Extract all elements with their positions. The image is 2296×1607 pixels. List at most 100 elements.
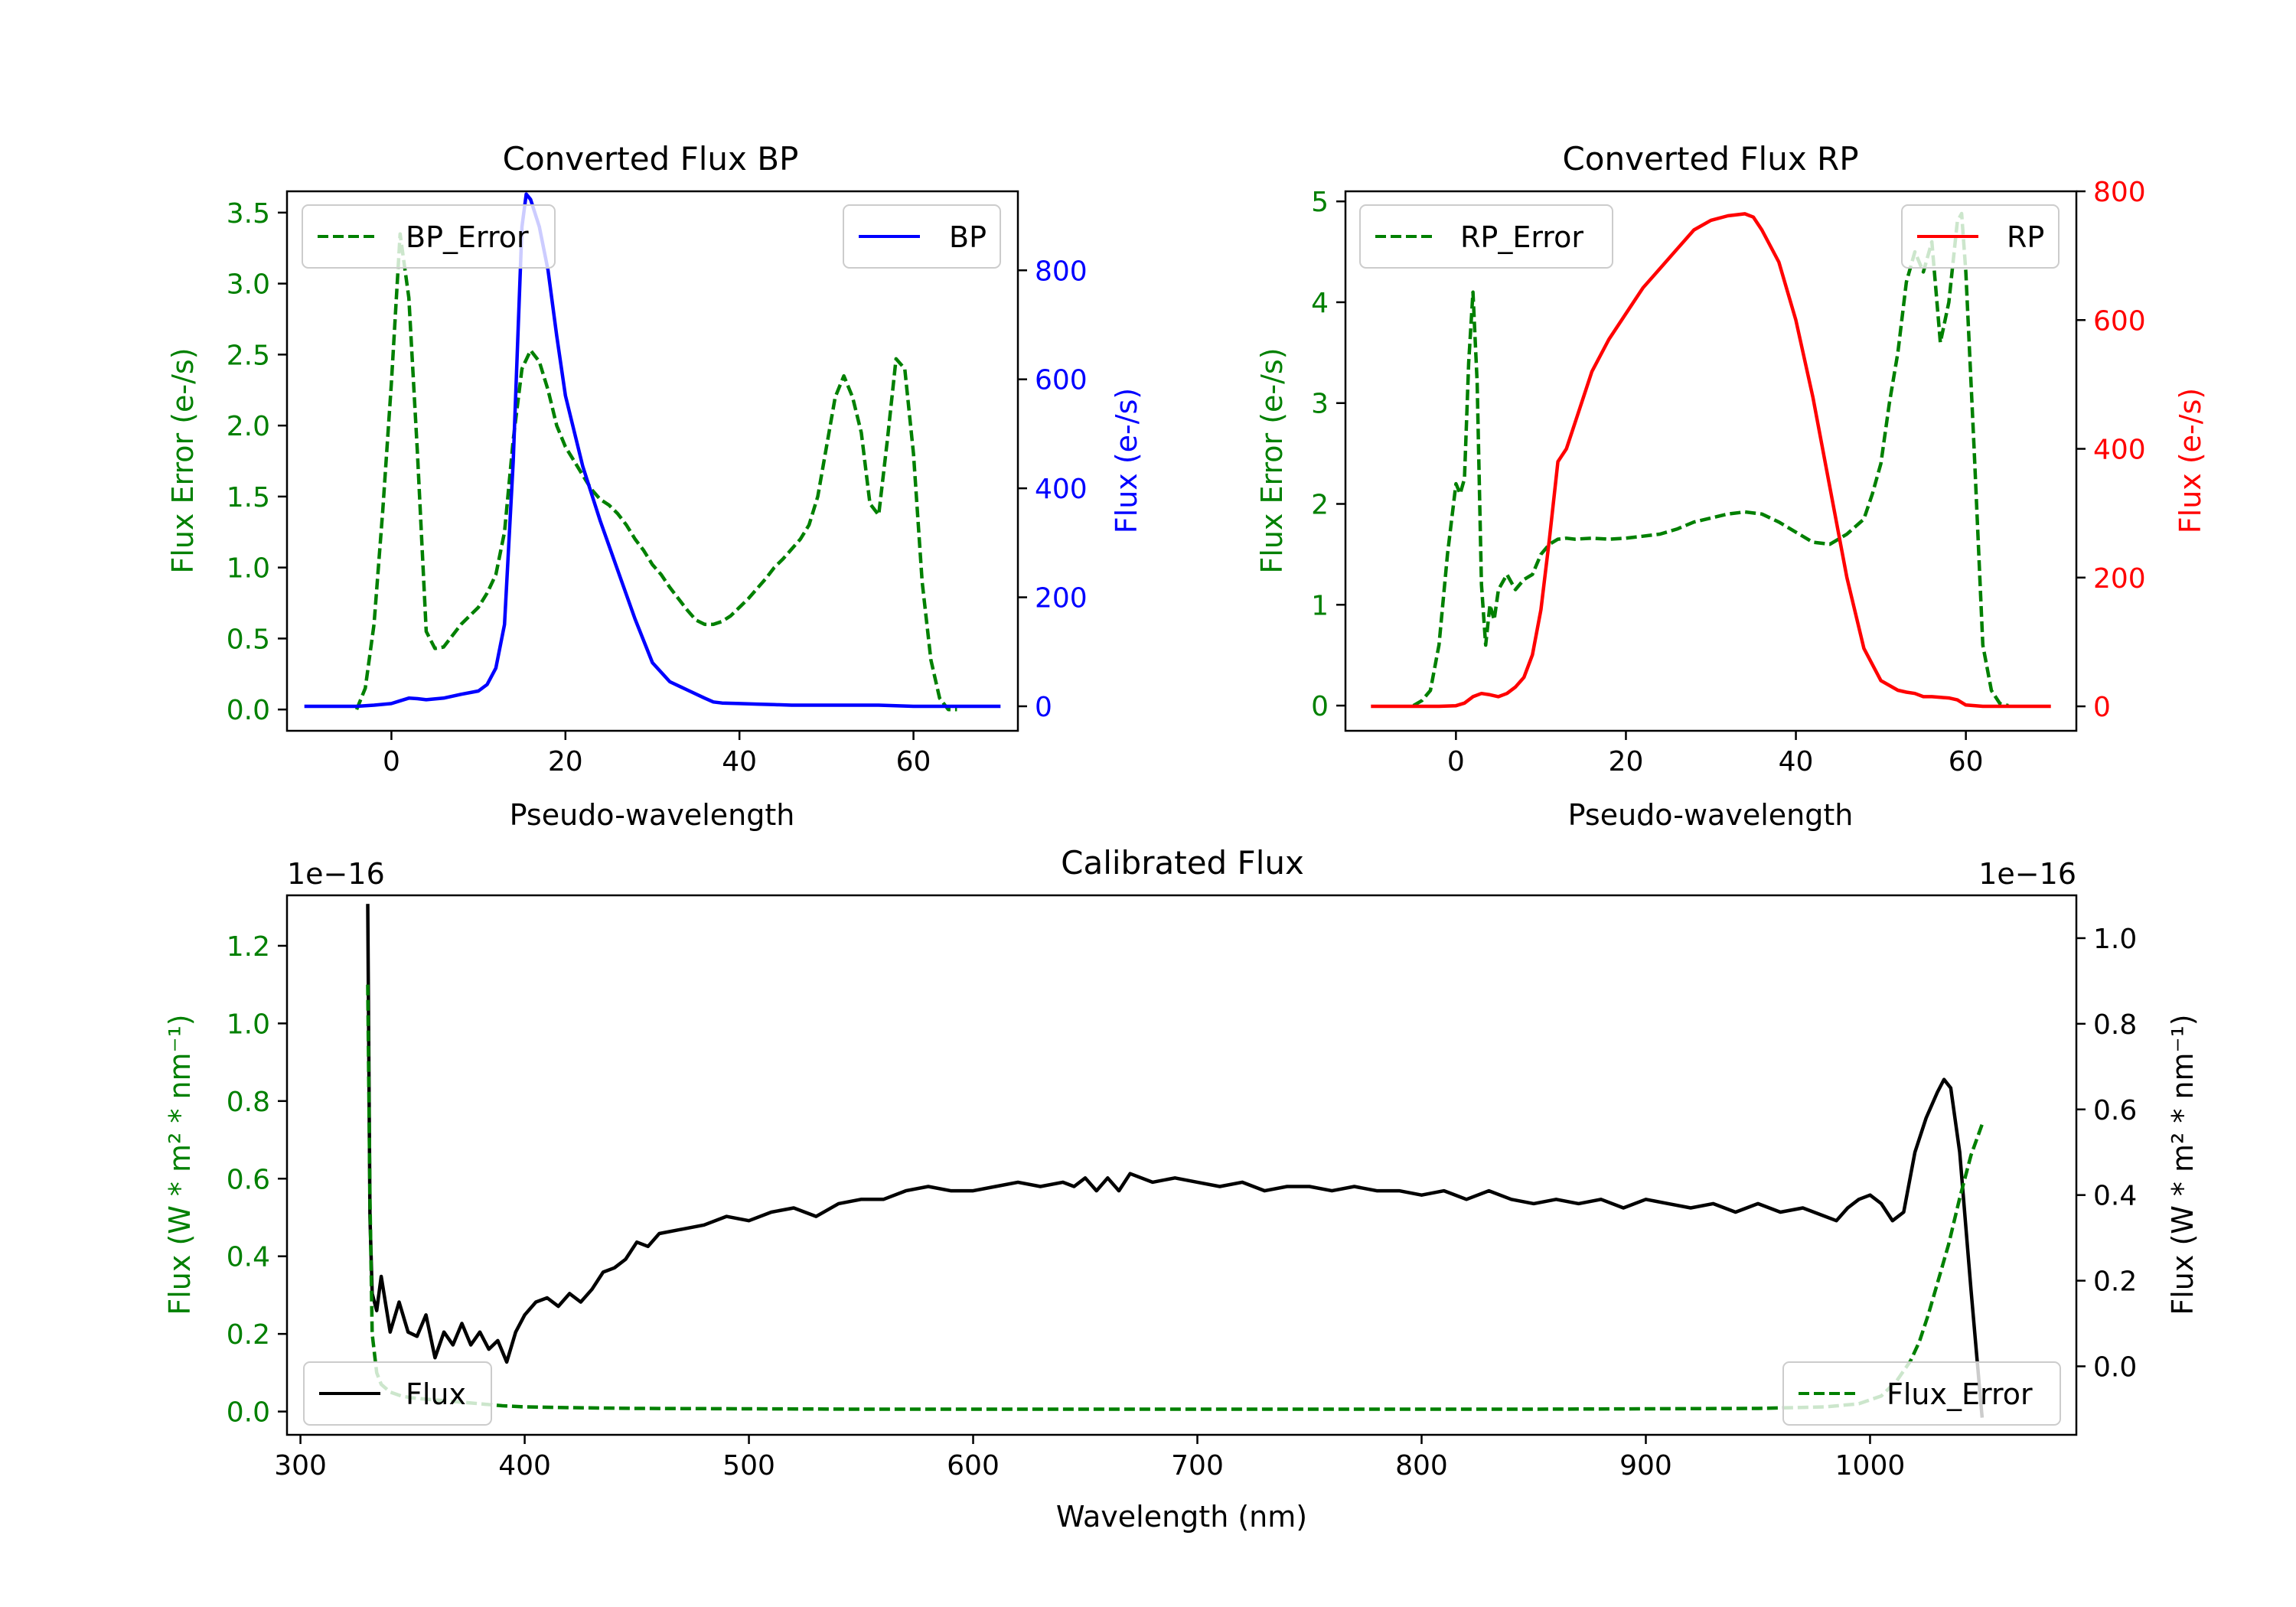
bp-x-label: Pseudo-wavelength bbox=[510, 798, 795, 832]
bp-y-right-tick-label: 400 bbox=[1035, 474, 1088, 505]
bp-y-left-tick-label: 3.0 bbox=[227, 269, 270, 301]
rp-x-tick-label: 20 bbox=[1609, 746, 1644, 777]
bp-series-bp-error bbox=[354, 232, 957, 712]
cal-y-left-label: Flux (W * m² * nm⁻¹) bbox=[163, 1014, 197, 1315]
rp-legend-left: RP_Error bbox=[1359, 204, 1613, 269]
cal-y-left-tick-label: 0.4 bbox=[227, 1242, 270, 1273]
cal-legend-left-label: Flux bbox=[406, 1377, 466, 1411]
bp-y-right-tick-label: 600 bbox=[1035, 365, 1088, 396]
rp-y-left-tick-label: 2 bbox=[1311, 490, 1329, 521]
rp-x-tick-label: 0 bbox=[1447, 746, 1465, 777]
rp-y-right-tick-label: 200 bbox=[2093, 563, 2146, 595]
bp-x-tick-label: 40 bbox=[722, 746, 757, 777]
cal-title: Calibrated Flux bbox=[1061, 844, 1304, 882]
bp-series-bp bbox=[304, 192, 1001, 709]
bp-y-axis-left: 0.0 0.5 1.0 1.5 2.0 2.5 3.0 3.5 bbox=[227, 198, 287, 726]
rp-y-right-tick-label: 0 bbox=[2093, 692, 2111, 723]
bp-y-axis-right: 0 200 400 600 800 bbox=[1018, 256, 1088, 723]
cal-y-left-tick-label: 1.2 bbox=[227, 931, 270, 963]
rp-y-right-tick-label: 600 bbox=[2093, 305, 2146, 337]
cal-x-tick-label: 900 bbox=[1619, 1450, 1672, 1482]
bp-y-left-tick-label: 3.5 bbox=[227, 198, 270, 230]
bp-y-left-tick-label: 2.5 bbox=[227, 340, 270, 371]
rp-x-axis: 0 20 40 60 bbox=[1447, 731, 1984, 777]
bp-axes-frame bbox=[285, 190, 1019, 732]
rp-legend-right-label: RP bbox=[2007, 220, 2044, 254]
rp-legend-left-label: RP_Error bbox=[1460, 220, 1583, 254]
bp-panel: Converted Flux BP 0 20 40 60 0.0 0.5 1.0 1.5 2.… bbox=[166, 140, 1143, 832]
bp-legend-right-label: BP bbox=[949, 220, 987, 254]
cal-y-axis-left: 0.0 0.2 0.4 0.6 0.8 1.0 1.2 bbox=[227, 931, 287, 1429]
calibrated-panel: Calibrated Flux 1e−16 1e−16 300 400 500 600… bbox=[163, 844, 2200, 1534]
bp-y-right-tick-label: 0 bbox=[1035, 692, 1052, 723]
cal-x-axis: 300 400 500 600 700 800 900 1000 bbox=[274, 1435, 1905, 1482]
cal-y-right-tick-label: 0.8 bbox=[2093, 1009, 2137, 1041]
cal-x-tick-label: 500 bbox=[722, 1450, 775, 1482]
cal-x-tick-label: 1000 bbox=[1835, 1450, 1906, 1482]
cal-y-right-tick-label: 0.2 bbox=[2093, 1266, 2137, 1298]
rp-legend-right: RP bbox=[1901, 204, 2060, 269]
rp-x-tick-label: 40 bbox=[1779, 746, 1814, 777]
bp-x-tick-label: 60 bbox=[896, 746, 931, 777]
rp-x-tick-label: 60 bbox=[1949, 746, 1984, 777]
bp-legend-right-box bbox=[843, 204, 1001, 269]
rp-y-left-tick-label: 1 bbox=[1311, 590, 1329, 621]
cal-y-left-tick-label: 0.6 bbox=[227, 1164, 270, 1195]
cal-axes-frame bbox=[285, 894, 2078, 1436]
cal-plot-area bbox=[366, 904, 1985, 1418]
cal-left-offset: 1e−16 bbox=[287, 857, 385, 891]
bp-legend-left-box bbox=[302, 204, 556, 269]
cal-x-tick-label: 400 bbox=[498, 1450, 551, 1482]
rp-y-axis-left: 0 1 2 3 4 5 bbox=[1311, 187, 1345, 722]
cal-y-right-tick-label: 0.6 bbox=[2093, 1095, 2137, 1126]
cal-legend-right: Flux_Error bbox=[1782, 1361, 2061, 1426]
bp-x-axis: 0 20 40 60 bbox=[383, 731, 931, 777]
cal-x-label: Wavelength (nm) bbox=[1056, 1500, 1307, 1534]
cal-x-tick-label: 700 bbox=[1171, 1450, 1224, 1482]
cal-series-flux-error bbox=[366, 984, 1985, 1411]
cal-y-left-tick-label: 0.8 bbox=[227, 1087, 270, 1118]
cal-y-right-tick-label: 0.4 bbox=[2093, 1181, 2137, 1212]
cal-y-right-label: Flux (W * m² * nm⁻¹) bbox=[2166, 1014, 2200, 1315]
rp-title: Converted Flux RP bbox=[1562, 140, 1858, 178]
bp-legend-right: BP bbox=[843, 204, 1001, 269]
rp-y-left-tick-label: 3 bbox=[1311, 389, 1329, 420]
cal-x-tick-label: 600 bbox=[947, 1450, 1000, 1482]
bp-y-right-tick-label: 800 bbox=[1035, 256, 1088, 287]
rp-y-right-tick-label: 400 bbox=[2093, 435, 2146, 466]
rp-y-right-label: Flux (e-/s) bbox=[2174, 388, 2207, 533]
cal-y-axis-right: 0.0 0.2 0.4 0.6 0.8 1.0 bbox=[2076, 924, 2137, 1383]
rp-y-left-tick-label: 4 bbox=[1311, 288, 1329, 319]
cal-x-tick-label: 300 bbox=[274, 1450, 327, 1482]
rp-x-label: Pseudo-wavelength bbox=[1568, 798, 1854, 832]
cal-legend-right-label: Flux_Error bbox=[1887, 1377, 2033, 1411]
bp-y-right-label: Flux (e-/s) bbox=[1110, 388, 1143, 533]
cal-legend-right-box bbox=[1782, 1361, 2061, 1426]
rp-y-left-tick-label: 0 bbox=[1311, 691, 1329, 722]
bp-y-left-label: Flux Error (e-/s) bbox=[166, 347, 200, 573]
cal-y-left-tick-label: 0.2 bbox=[227, 1319, 270, 1351]
bp-plot-area bbox=[304, 192, 1001, 712]
bp-x-tick-label: 20 bbox=[548, 746, 583, 777]
cal-x-tick-label: 800 bbox=[1395, 1450, 1448, 1482]
bp-y-left-tick-label: 1.5 bbox=[227, 482, 270, 513]
bp-title: Converted Flux BP bbox=[503, 140, 799, 178]
rp-y-left-label: Flux Error (e-/s) bbox=[1255, 347, 1289, 573]
bp-y-left-tick-label: 0.0 bbox=[227, 695, 270, 726]
bp-y-left-tick-label: 2.0 bbox=[227, 411, 270, 442]
rp-legend-right-box bbox=[1901, 204, 2060, 269]
cal-legend-left: Flux bbox=[303, 1361, 492, 1426]
cal-right-offset: 1e−16 bbox=[1978, 857, 2076, 891]
rp-y-left-tick-label: 5 bbox=[1311, 187, 1329, 218]
rp-y-axis-right: 0 200 400 600 800 bbox=[2076, 177, 2146, 723]
cal-y-left-tick-label: 0.0 bbox=[227, 1397, 270, 1429]
bp-legend-left-label: BP_Error bbox=[406, 220, 529, 254]
rp-axes-frame bbox=[1344, 190, 2078, 732]
rp-legend-left-box bbox=[1359, 204, 1613, 269]
cal-series-flux bbox=[366, 904, 1985, 1418]
rp-series-rp bbox=[1371, 212, 2051, 709]
bp-y-left-tick-label: 1.0 bbox=[227, 553, 270, 585]
cal-y-left-tick-label: 1.0 bbox=[227, 1009, 270, 1040]
rp-y-right-tick-label: 800 bbox=[2093, 177, 2146, 208]
rp-panel: Converted Flux RP 0 20 40 60 0 1 2 3 4 5 0 200 400… bbox=[1255, 140, 2207, 832]
